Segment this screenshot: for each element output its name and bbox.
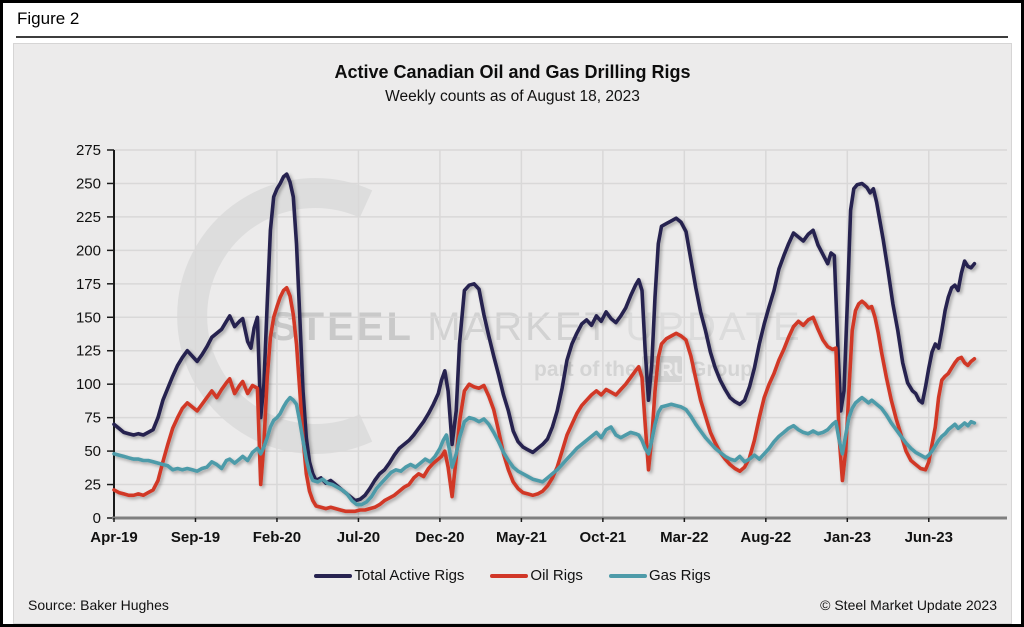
legend-label: Oil Rigs: [530, 567, 583, 584]
y-tick-label: 150: [76, 309, 101, 326]
y-tick-label: 200: [76, 242, 101, 259]
chart-title: Active Canadian Oil and Gas Drilling Rig…: [334, 62, 691, 82]
legend-item-gas-rigs: Gas Rigs: [608, 567, 711, 584]
legend-swatch-icon: [314, 573, 353, 578]
x-tick-label: Feb-20: [253, 529, 301, 546]
x-tick-label: Mar-22: [660, 529, 708, 546]
x-tick-label: Aug-22: [740, 529, 791, 546]
y-tick-label: 225: [76, 209, 101, 226]
legend-item-oil-rigs: Oil Rigs: [490, 567, 583, 584]
legend-swatch-icon: [608, 573, 647, 578]
y-tick-label: 25: [84, 477, 101, 494]
x-tick-label: Apr-19: [90, 529, 138, 546]
series-lines: [112, 172, 977, 514]
source-note: Source: Baker Hughes: [28, 597, 169, 613]
y-tick-label: 175: [76, 276, 101, 293]
svg-text:part of the: part of the: [534, 358, 637, 381]
copyright-note: © Steel Market Update 2023: [820, 597, 997, 613]
series-line-gas-rigs: [112, 395, 977, 507]
x-tick-label: Jun-23: [905, 529, 953, 546]
chart-legend: Total Active Rigs Oil Rigs Gas Rigs: [14, 567, 1011, 584]
legend-label: Gas Rigs: [648, 567, 711, 584]
x-tick-label: Oct-21: [580, 529, 627, 546]
legend-label: Total Active Rigs: [354, 567, 465, 584]
x-tick-label: Sep-19: [171, 529, 220, 546]
series-line-total-active-rigs: [112, 172, 977, 503]
y-tick-label: 100: [76, 376, 101, 393]
svg-text:Group: Group: [690, 358, 753, 381]
x-tick-label: Jul-20: [337, 529, 380, 546]
chart-subtitle: Weekly counts as of August 18, 2023: [385, 88, 640, 105]
x-tick-label: Jan-23: [824, 529, 872, 546]
y-tick-label: 275: [76, 142, 101, 159]
x-tick-label: May-21: [496, 529, 547, 546]
y-tick-label: 50: [84, 443, 101, 460]
y-tick-label: 125: [76, 343, 101, 360]
header-rule: [16, 36, 1008, 38]
y-tick-label: 75: [84, 410, 101, 427]
legend-item-total-active-rigs: Total Active Rigs: [314, 567, 464, 584]
axes: 0 25 50 75 100 125 150 175 200 225 250 275 Apr-19 Sep…: [76, 142, 1007, 546]
figure-label: Figure 2: [17, 9, 80, 28]
y-tick-label: 0: [93, 510, 101, 527]
legend-swatch-icon: [490, 573, 529, 578]
chart-panel: Active Canadian Oil and Gas Drilling Rig…: [13, 43, 1012, 624]
y-tick-label: 250: [76, 175, 101, 192]
x-tick-label: Dec-20: [415, 529, 464, 546]
watermark-text: STEEL MARKET UPDATE: [270, 305, 803, 349]
